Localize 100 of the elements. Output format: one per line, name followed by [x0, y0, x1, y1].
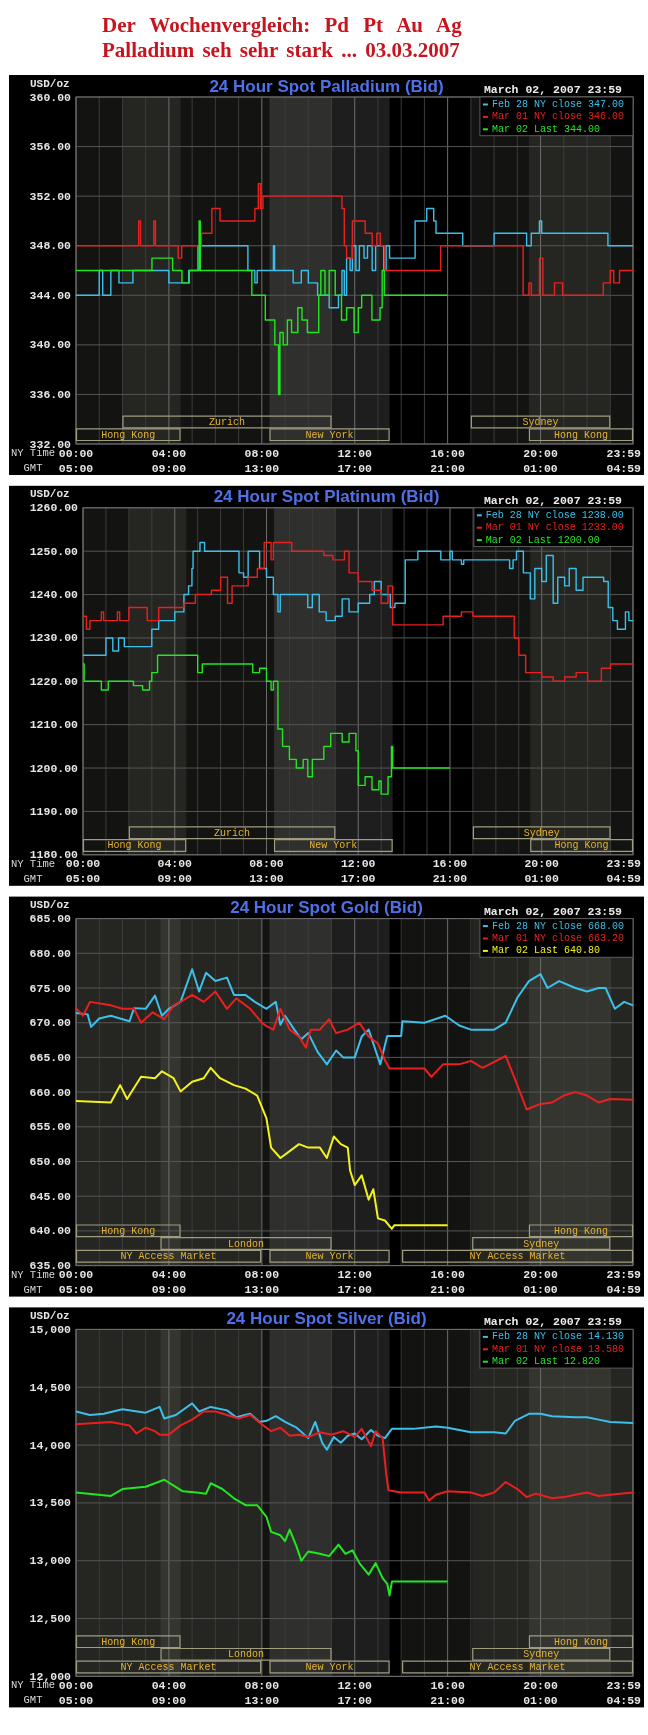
chart-subtitle: March 02, 2007 23:59	[483, 904, 623, 918]
band-label: London	[228, 1238, 265, 1250]
x2-axis-title: GMT	[23, 1694, 43, 1707]
band-label: Sydney	[523, 1238, 560, 1250]
y-tick-label: 1240.00	[29, 588, 79, 602]
x-tick-label: 23:59	[606, 1678, 642, 1692]
band-label: London	[228, 1649, 265, 1661]
x-tick-label: 08:00	[244, 1678, 280, 1692]
y-tick-label: 655.00	[29, 1120, 72, 1134]
y-tick-label: 14,000	[29, 1438, 72, 1452]
legend-label: Mar 01 NY close 1233.00	[485, 522, 624, 534]
x2-tick-label: 01:00	[523, 1283, 558, 1297]
x-tick-label: 12:00	[337, 446, 373, 460]
y-tick-label: 1220.00	[29, 674, 79, 688]
chart-subtitle: March 02, 2007 23:59	[483, 1315, 623, 1329]
y-tick-label: 665.00	[29, 1050, 72, 1064]
band-label: Hong Kong	[553, 429, 608, 441]
y-tick-label: 645.00	[29, 1189, 72, 1203]
y-tick-label: 675.00	[29, 981, 72, 995]
band-label: Hong Kong	[553, 1225, 608, 1237]
line-series	[75, 1478, 449, 1597]
x-tick-label: 16:00	[430, 446, 465, 460]
x-tick-label: 08:00	[244, 446, 280, 460]
y-tick-label: 650.00	[29, 1155, 72, 1168]
band-label: Hong Kong	[101, 429, 156, 441]
x-tick-label: 08:00	[244, 1268, 280, 1282]
x-tick-label: 16:00	[432, 857, 468, 871]
x2-tick-label: 05:00	[58, 1693, 94, 1707]
y-tick-label: 680.00	[29, 946, 72, 960]
band-label: Hong Kong	[553, 1636, 608, 1648]
x2-tick-label: 01:00	[523, 461, 558, 475]
y-tick-label: 1230.00	[29, 631, 79, 645]
band-label: Hong Kong	[107, 840, 162, 852]
band-label: Hong Kong	[554, 840, 609, 852]
legend-label: Mar 01 NY close 346.00	[491, 111, 624, 123]
chart-subtitle: March 02, 2007 23:59	[483, 83, 623, 96]
x2-tick-label: 13:00	[244, 461, 280, 475]
x-tick-label: 20:00	[523, 1678, 558, 1692]
legend-label: Mar 02 Last 344.00	[491, 123, 600, 135]
legend-label: Mar 01 NY close 663.20	[491, 933, 624, 944]
text: Der Wochenvergleich: Pd Pt Au Ag	[102, 13, 463, 37]
x-axis-title: NY Time	[10, 857, 56, 870]
y-tick-label: 14,500	[29, 1380, 72, 1394]
x2-tick-label: 13:00	[244, 1693, 280, 1707]
x-tick-label: 23:59	[606, 446, 642, 460]
band-label: Hong Kong	[101, 1636, 156, 1648]
x-tick-label: 16:00	[430, 1268, 465, 1282]
band-label: NY Access Market	[469, 1662, 566, 1674]
legend-label: Mar 01 NY close 13.580	[491, 1343, 624, 1355]
x2-tick-label: 09:00	[151, 461, 187, 475]
x2-tick-label: 05:00	[58, 461, 94, 475]
line-series	[75, 1410, 634, 1502]
legend-label: Mar 02 Last 12.820	[491, 1356, 600, 1368]
band-label: NY Access Market	[120, 1251, 217, 1263]
y-tick-label: 340.00	[29, 338, 72, 352]
x2-tick-label: 01:00	[523, 1693, 558, 1707]
x2-tick-label: 17:00	[340, 872, 376, 886]
x2-tick-label: 13:00	[244, 1283, 280, 1297]
y-axis-title: USD/oz	[30, 77, 70, 90]
chart-title: 24 Hour Spot Gold (Bid)	[230, 898, 423, 918]
y-tick-label: 352.00	[29, 189, 72, 203]
x2-tick-label: 21:00	[432, 872, 468, 886]
band-label: New York	[309, 840, 358, 852]
x2-tick-label: 05:00	[65, 872, 101, 886]
x-tick-label: 04:00	[151, 446, 187, 460]
band-label: NY Access Market	[120, 1662, 217, 1674]
band-label: New York	[305, 429, 354, 441]
x-tick-label: 08:00	[249, 857, 284, 871]
band-label: NY Access Market	[469, 1251, 566, 1263]
x2-tick-label: 09:00	[151, 1693, 187, 1707]
y-tick-label: 670.00	[29, 1016, 72, 1030]
x2-tick-label: 04:59	[606, 461, 642, 475]
y-tick-label: 1190.00	[29, 804, 79, 818]
x2-axis-title: GMT	[23, 1283, 43, 1296]
x-tick-label: 04:00	[151, 1268, 187, 1282]
x2-tick-label: 04:59	[606, 872, 642, 886]
line-series	[75, 1402, 634, 1451]
band-label: Sydney	[522, 416, 559, 428]
y-axis-title: USD/oz	[30, 1309, 70, 1322]
x-tick-label: 00:00	[65, 857, 101, 871]
y-tick-label: 1260.00	[29, 501, 79, 515]
y-tick-label: 360.00	[29, 90, 72, 104]
x-tick-label: 12:00	[340, 857, 376, 871]
y-tick-label: 660.00	[29, 1085, 72, 1099]
x2-tick-label: 17:00	[337, 1283, 373, 1297]
y-tick-label: 1200.00	[29, 761, 79, 775]
y-tick-label: 1250.00	[29, 544, 79, 558]
legend-label: Feb 28 NY close 1238.00	[485, 509, 624, 521]
line-series	[75, 990, 634, 1111]
legend-label: Feb 28 NY close 347.00	[491, 99, 624, 110]
x-tick-label: 12:00	[337, 1678, 373, 1692]
x2-tick-label: 17:00	[337, 461, 373, 475]
x-tick-label: 12:00	[337, 1268, 373, 1282]
x-tick-label: 04:00	[151, 1678, 187, 1692]
x-tick-label: 23:59	[606, 1268, 642, 1282]
band-label: Zurich	[214, 827, 251, 839]
x2-tick-label: 04:59	[606, 1283, 642, 1297]
x2-tick-label: 21:00	[430, 461, 465, 475]
legend-label: Mar 02 Last 640.80	[491, 945, 600, 957]
y-tick-label: 356.00	[29, 140, 72, 154]
